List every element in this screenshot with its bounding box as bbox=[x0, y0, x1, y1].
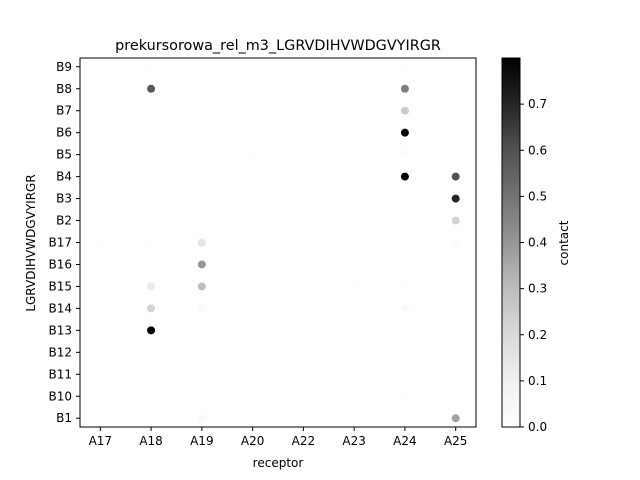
scatter-point bbox=[147, 84, 156, 93]
scatter-point bbox=[451, 194, 460, 203]
y-tick-label: B16 bbox=[48, 257, 72, 271]
y-tick-label: B17 bbox=[48, 236, 72, 250]
colorbar bbox=[501, 57, 521, 428]
x-tick-label: A23 bbox=[342, 434, 365, 448]
scatter-point bbox=[147, 392, 156, 401]
scatter-point bbox=[451, 414, 460, 423]
scatter-point bbox=[400, 282, 409, 291]
scatter-point bbox=[451, 172, 460, 181]
scatter-point bbox=[350, 282, 359, 291]
y-tick-label: B3 bbox=[56, 192, 72, 206]
colorbar-label: contact bbox=[557, 220, 571, 265]
scatter-point bbox=[147, 282, 156, 291]
y-axis: B1 B10 B11 B12 B13 B14 B15 B16 B17 B2 B3 B4 B5 B6 B7 B8… bbox=[48, 60, 80, 425]
scatter-point bbox=[197, 260, 206, 269]
points-layer bbox=[96, 62, 460, 423]
scatter-point bbox=[400, 304, 409, 313]
scatter-point bbox=[197, 238, 206, 247]
scatter-point bbox=[451, 150, 460, 159]
scatter-point bbox=[400, 128, 409, 137]
y-tick-label: B6 bbox=[56, 126, 72, 140]
x-tick-label: A19 bbox=[190, 434, 213, 448]
scatter-point bbox=[400, 84, 409, 93]
scatter-point bbox=[451, 216, 460, 225]
y-tick-label: B9 bbox=[56, 60, 72, 74]
y-tick-label: B13 bbox=[48, 323, 72, 337]
x-tick-label: A18 bbox=[139, 434, 162, 448]
colorbar-axis: 0.0 0.1 0.2 0.3 0.4 0.5 0.6 0.7 bbox=[520, 97, 547, 434]
x-axis: A17 A18 A19 A20 A22 A23 A24 A25 bbox=[89, 427, 467, 448]
y-tick-label: B14 bbox=[48, 301, 72, 315]
scatter-point bbox=[147, 348, 156, 357]
scatter-point bbox=[147, 238, 156, 247]
y-tick-label: B7 bbox=[56, 104, 72, 118]
colorbar-tick-label: 0.6 bbox=[528, 143, 547, 157]
scatter-point bbox=[197, 282, 206, 291]
y-tick-label: B1 bbox=[56, 411, 72, 425]
colorbar-tick-label: 0.5 bbox=[528, 189, 547, 203]
y-tick-label: B15 bbox=[48, 279, 72, 293]
scatter-point bbox=[147, 326, 156, 335]
y-tick-label: B12 bbox=[48, 345, 72, 359]
x-tick-label: A24 bbox=[393, 434, 416, 448]
x-axis-label: receptor bbox=[253, 456, 304, 470]
colorbar-tick-label: 0.0 bbox=[528, 420, 547, 434]
scatter-point bbox=[400, 62, 409, 71]
colorbar-tick-label: 0.2 bbox=[528, 328, 547, 342]
scatter-point bbox=[96, 238, 105, 247]
y-tick-label: B10 bbox=[48, 389, 72, 403]
scatter-point bbox=[248, 150, 257, 159]
chart-title: prekursorowa_rel_m3_LGRVDIHVWDGVYIRGR bbox=[115, 38, 441, 54]
scatter-point bbox=[400, 106, 409, 115]
colorbar-tick-label: 0.1 bbox=[528, 374, 547, 388]
y-tick-label: B5 bbox=[56, 148, 72, 162]
scatter-point bbox=[197, 414, 206, 423]
scatter-point bbox=[400, 348, 409, 357]
plot-area bbox=[80, 58, 476, 427]
y-tick-label: B2 bbox=[56, 214, 72, 228]
scatter-point bbox=[400, 150, 409, 159]
scatter-point bbox=[400, 392, 409, 401]
scatter-point bbox=[197, 304, 206, 313]
colorbar-tick-label: 0.4 bbox=[528, 236, 547, 250]
scatter-point bbox=[147, 304, 156, 313]
y-tick-label: B4 bbox=[56, 170, 72, 184]
x-tick-label: A22 bbox=[292, 434, 315, 448]
scatter-point bbox=[451, 238, 460, 247]
scatter-point bbox=[147, 62, 156, 71]
colorbar-tick-label: 0.3 bbox=[528, 282, 547, 296]
scatter-point bbox=[400, 172, 409, 181]
y-tick-label: B8 bbox=[56, 82, 72, 96]
x-tick-label: A20 bbox=[241, 434, 264, 448]
y-axis-label: LGRVDIHVWDGVYIRGR bbox=[24, 174, 38, 311]
y-tick-label: B11 bbox=[48, 367, 72, 381]
x-tick-label: A25 bbox=[444, 434, 467, 448]
colorbar-tick-label: 0.7 bbox=[528, 97, 547, 111]
x-tick-label: A17 bbox=[89, 434, 112, 448]
